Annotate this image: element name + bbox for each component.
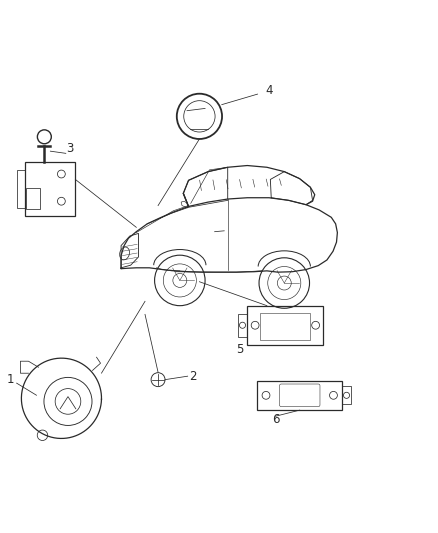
Text: 1: 1 bbox=[6, 373, 14, 386]
Bar bbox=[342, 386, 351, 404]
Circle shape bbox=[37, 130, 51, 144]
Bar bbox=[247, 305, 323, 345]
Bar bbox=[238, 313, 247, 337]
Bar bbox=[257, 381, 342, 410]
Bar bbox=[26, 188, 40, 208]
Text: 5: 5 bbox=[236, 343, 244, 356]
Bar bbox=[260, 313, 311, 340]
Text: 4: 4 bbox=[265, 84, 273, 96]
Text: 3: 3 bbox=[67, 142, 74, 156]
Bar bbox=[25, 162, 75, 216]
Bar bbox=[18, 170, 25, 208]
Text: 6: 6 bbox=[272, 413, 279, 426]
Text: 2: 2 bbox=[189, 370, 197, 383]
